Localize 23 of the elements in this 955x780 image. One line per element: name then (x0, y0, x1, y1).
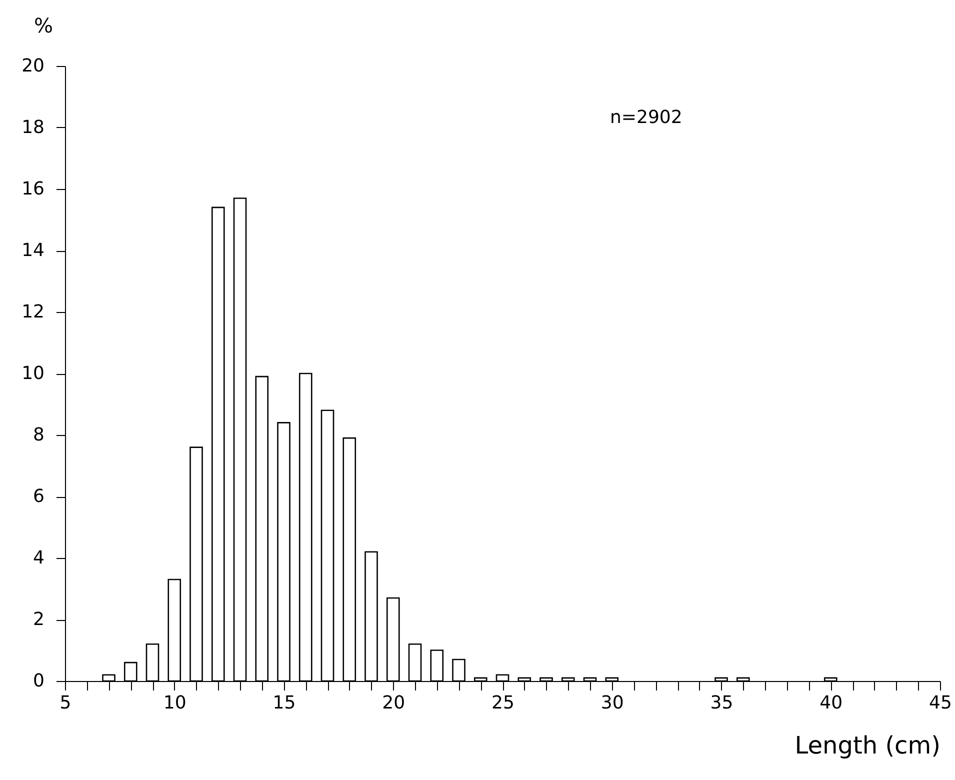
x-tick-label: 45 (929, 692, 952, 714)
y-tick-label: 10 (22, 363, 44, 384)
x-tick-label: 15 (272, 692, 296, 714)
y-tick-label: 6 (33, 486, 44, 507)
y-axis-title: % (34, 14, 54, 38)
y-tick-label: 2 (33, 609, 44, 630)
x-tick-label: 5 (60, 692, 72, 714)
x-tick-label: 35 (710, 692, 734, 714)
x-tick-label: 20 (382, 692, 406, 714)
y-tick-label: 8 (33, 424, 44, 446)
y-tick-label: 12 (22, 302, 44, 322)
annotation: n=2902 (610, 107, 682, 128)
x-tick-label: 30 (600, 692, 624, 714)
y-tick-label: 0 (33, 670, 44, 692)
x-axis-title: Length (cm) (794, 732, 940, 760)
x-tick-label: 10 (163, 692, 186, 714)
y-tick-label: 16 (22, 178, 44, 200)
x-tick-label: 25 (492, 692, 514, 714)
y-tick-label: 4 (33, 548, 44, 568)
y-tick-label: 20 (22, 56, 44, 76)
y-tick-label: 18 (22, 117, 44, 138)
y-tick-label: 14 (22, 240, 44, 261)
x-tick-label: 40 (820, 692, 843, 714)
